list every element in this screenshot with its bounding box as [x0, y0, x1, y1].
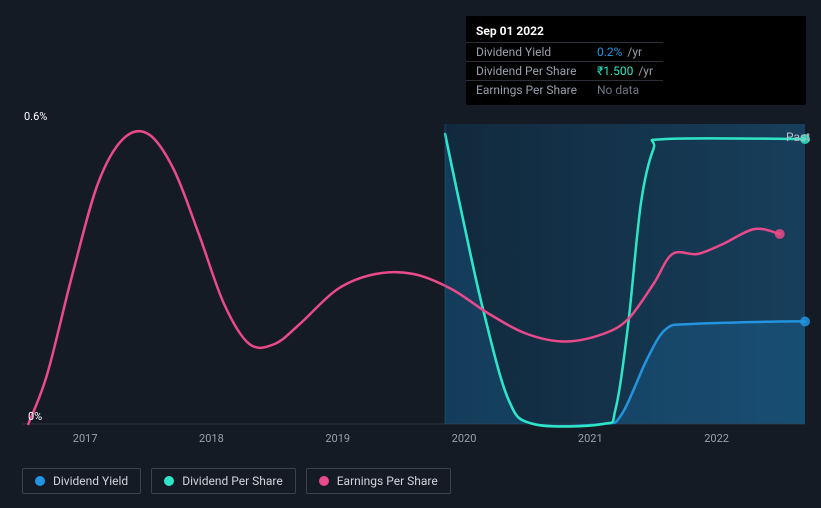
tooltip-row: Dividend Per Share₹1.500 /yr: [466, 62, 663, 81]
tooltip-box: Sep 01 2022 Dividend Yield0.2% /yrDivide…: [466, 16, 806, 105]
legend-swatch: [319, 476, 329, 486]
x-tick: 2020: [452, 432, 477, 445]
tooltip-label: Dividend Per Share: [466, 62, 587, 81]
x-tick: 2018: [199, 432, 224, 445]
tooltip-row: Dividend Yield0.2% /yr: [466, 43, 663, 62]
y-axis-min-label: 0%: [28, 410, 42, 423]
x-tick: 2021: [578, 432, 603, 445]
legend-label: Earnings Per Share: [337, 474, 438, 488]
legend: Dividend Yield Dividend Per Share Earnings…: [22, 468, 451, 494]
tooltip-row: Earnings Per ShareNo data: [466, 81, 663, 100]
tooltip-value: 0.2% /yr: [587, 43, 663, 62]
tooltip-value: No data: [587, 81, 663, 100]
legend-swatch: [35, 476, 45, 486]
tooltip-label: Earnings Per Share: [466, 81, 587, 100]
y-axis-max-label: 0.6%: [24, 110, 47, 123]
tooltip-date: Sep 01 2022: [466, 22, 806, 42]
legend-item-dividend-per-share[interactable]: Dividend Per Share: [151, 468, 296, 494]
tooltip-table: Dividend Yield0.2% /yrDividend Per Share…: [466, 42, 663, 99]
legend-label: Dividend Yield: [53, 474, 128, 488]
past-label: Past: [786, 130, 810, 144]
x-tick: 2019: [325, 432, 350, 445]
legend-swatch: [164, 476, 174, 486]
tooltip-label: Dividend Yield: [466, 43, 587, 62]
legend-label: Dividend Per Share: [182, 474, 283, 488]
x-tick: 2017: [73, 432, 98, 445]
tooltip-value: ₹1.500 /yr: [587, 62, 663, 81]
x-tick: 2022: [704, 432, 729, 445]
legend-item-dividend-yield[interactable]: Dividend Yield: [22, 468, 141, 494]
legend-item-earnings-per-share[interactable]: Earnings Per Share: [306, 468, 451, 494]
